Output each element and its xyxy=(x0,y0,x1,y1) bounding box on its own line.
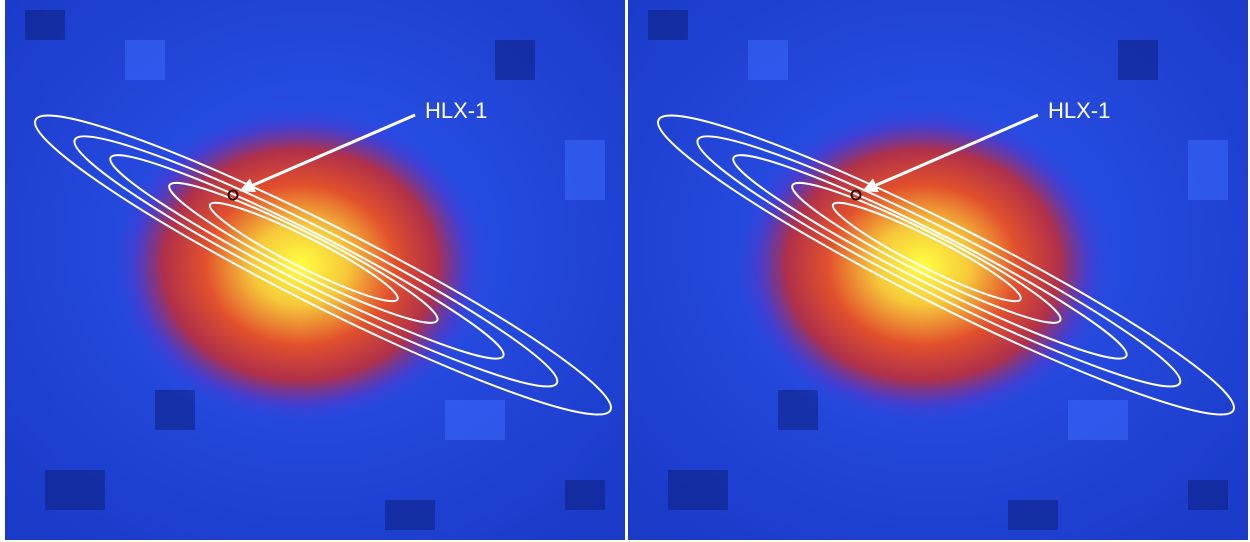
left-panel: HLX-1 xyxy=(5,0,628,540)
page: HLX-1 HLX-1 (() => { const data = JSON.p… xyxy=(0,0,1250,542)
source-label: HLX-1 xyxy=(1048,98,1110,123)
right-panel: HLX-1 xyxy=(628,0,1250,540)
source-label: HLX-1 xyxy=(425,98,487,123)
image: HLX-1 HLX-1 xyxy=(0,0,1250,542)
